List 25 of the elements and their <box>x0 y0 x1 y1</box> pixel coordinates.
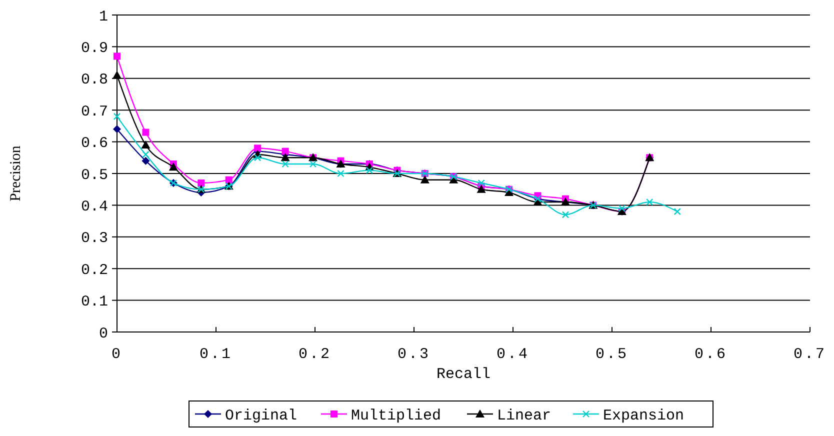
y-tick-label: 0.2 <box>80 262 108 279</box>
x-tick-label: 0 <box>111 346 123 363</box>
y-tick-label: 0.1 <box>80 294 108 311</box>
y-tick-label: 0 <box>98 325 108 342</box>
y-tick-label: 0.7 <box>80 103 108 120</box>
x-tick-label: 0.6 <box>694 346 728 363</box>
y-tick-label: 0.3 <box>80 230 108 248</box>
y-tick-label: 1 <box>98 8 108 26</box>
y-tick-label: 0.9 <box>80 40 108 57</box>
y-tick-label: 0.6 <box>80 135 108 152</box>
x-axis-title: Recall <box>436 366 491 383</box>
y-tick-label: 0.5 <box>80 166 108 184</box>
y-tick-label: 0.8 <box>80 72 108 89</box>
legend-label: Original <box>225 407 298 424</box>
legend-label: Expansion <box>603 407 684 424</box>
x-tick-label: 0.5 <box>595 346 629 363</box>
x-tick-label: 0.1 <box>199 346 233 363</box>
y-axis-title: Precision <box>8 145 24 202</box>
x-tick-label: 0.3 <box>397 346 431 363</box>
x-tick-label: 0.2 <box>298 346 332 363</box>
legend-label: Multiplied <box>351 407 442 424</box>
x-tick-label: 0.4 <box>496 346 530 363</box>
legend-label: Linear <box>497 407 552 424</box>
y-tick-label: 0.4 <box>80 198 108 216</box>
x-tick-label: 0.7 <box>793 346 827 363</box>
